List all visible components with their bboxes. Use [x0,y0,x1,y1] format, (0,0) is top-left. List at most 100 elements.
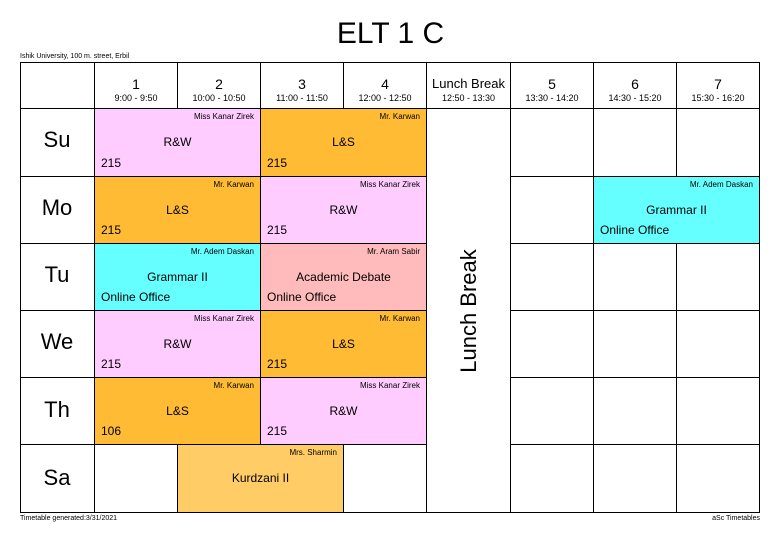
lesson-teacher: Mr. Adem Daskan [689,180,753,189]
generated-date: Timetable generated:3/31/2021 [20,515,118,522]
grid-line [260,62,261,513]
lesson-room: 215 [267,223,288,237]
lesson-subject: R&W [163,135,192,149]
period-number: 2 [215,76,223,92]
lesson-subject: L&S [166,203,189,217]
lesson-subject: Grammar II [147,270,208,284]
period-header-5: 5 13:30 - 14:20 [511,62,593,108]
day-label-th: Th [44,397,70,422]
period-number: 5 [548,76,556,92]
grid-line [510,176,760,177]
period-header-lunch: Lunch Break 12:50 - 13:30 [427,62,510,108]
lesson-cell[interactable]: Mr. Adem Daskan Grammar II Online Office [95,244,260,310]
lesson-room: 215 [267,357,288,371]
lesson-cell[interactable]: Mr. Adem Daskan Grammar II Online Office [594,177,759,243]
lesson-cell[interactable]: Mr. Karwan L&S 106 [95,378,260,444]
lesson-teacher: Mr. Karwan [379,112,420,121]
period-header-2: 2 10:00 - 10:50 [178,62,260,108]
lesson-cell[interactable]: Mr. Karwan L&S 215 [95,177,260,243]
grid-line [20,243,427,244]
lesson-teacher: Mr. Aram Sabir [367,247,420,256]
lesson-cell[interactable]: Mrs. Sharmin Kurdzani II [178,445,343,512]
grid-line [510,310,760,311]
lesson-subject: Grammar II [646,203,707,217]
period-time: 12:50 - 13:30 [441,93,496,103]
day-label-we: We [40,329,74,354]
period-time: 15:30 - 16:20 [691,93,745,103]
grid-line [20,62,21,513]
lesson-room: Online Office [101,290,171,304]
lesson-room: 215 [101,156,122,170]
day-label-su: Su [43,127,71,152]
period-time: 13:30 - 14:20 [525,93,579,103]
period-number: Lunch Break [432,76,505,91]
period-header-4: 4 12:00 - 12:50 [344,62,426,108]
timetable-title: ELT 1 C [336,17,445,50]
period-time: 10:00 - 10:50 [192,93,246,103]
grid-line [510,62,511,513]
lunch-break-label: Lunch Break [455,248,481,373]
day-label-sa: Sa [43,465,71,490]
period-time: 9:00 - 9:50 [114,93,158,103]
lesson-room: 215 [101,223,122,237]
lesson-room: 215 [267,424,288,438]
period-header-1: 1 9:00 - 9:50 [95,62,177,108]
period-number: 7 [714,76,722,92]
period-number: 3 [298,76,306,92]
lesson-room: 215 [101,357,122,371]
lesson-teacher: Mr. Adem Daskan [190,247,254,256]
period-time: 12:00 - 12:50 [358,93,412,103]
period-number: 6 [631,76,639,92]
period-time: 11:00 - 11:50 [276,93,328,103]
grid-line [20,62,760,63]
lesson-subject: R&W [329,404,358,418]
grid-line [676,62,677,513]
brand-label: aSc Timetables [712,515,760,522]
grid-line [20,310,427,311]
lesson-cell[interactable]: Mr. Karwan L&S 215 [261,311,426,377]
lesson-cell[interactable]: Miss Kanar Zirek R&W 215 [95,109,260,176]
period-time: 14:30 - 15:20 [608,93,662,103]
lesson-teacher: Mr. Karwan [379,314,420,323]
lesson-room: Online Office [267,290,337,304]
lesson-cell[interactable]: Miss Kanar Zirek R&W 215 [95,311,260,377]
lesson-cell[interactable]: Mr. Karwan L&S 215 [261,109,426,176]
period-header-6: 6 14:30 - 15:20 [594,62,676,108]
lesson-subject: L&S [166,404,189,418]
grid-line [593,62,594,513]
grid-line [20,176,427,177]
lesson-teacher: Miss Kanar Zirek [193,314,254,323]
grid-line [510,444,760,445]
lesson-room: 106 [101,424,122,438]
lesson-subject: R&W [163,337,192,351]
day-label-tu: Tu [44,262,70,287]
grid-line [20,512,760,513]
lesson-teacher: Mrs. Sharmin [289,448,337,457]
day-label-mo: Mo [41,195,73,220]
grid-line [426,62,427,513]
grid-line [20,444,427,445]
lesson-teacher: Miss Kanar Zirek [359,381,420,390]
lesson-room: 215 [267,156,288,170]
period-header-7: 7 15:30 - 16:20 [677,62,759,108]
institution-label: Ishik University, 100 m. street, Erbil [20,53,130,60]
lesson-cell[interactable]: Miss Kanar Zirek R&W 215 [261,177,426,243]
lesson-cell[interactable]: Mr. Aram Sabir Academic Debate Online Of… [261,244,426,310]
lesson-teacher: Mr. Karwan [213,180,254,189]
lesson-subject: L&S [332,135,355,149]
grid-line [510,377,760,378]
grid-line [20,377,427,378]
period-header-3: 3 11:00 - 11:50 [261,62,343,108]
grid-line [759,62,760,513]
lesson-teacher: Miss Kanar Zirek [359,180,420,189]
lesson-teacher: Miss Kanar Zirek [193,112,254,121]
lesson-subject: Academic Debate [296,270,391,284]
lesson-room: Online Office [600,223,670,237]
grid-line [510,243,760,244]
grid-line [20,108,760,109]
lesson-cell[interactable]: Miss Kanar Zirek R&W 215 [261,378,426,444]
lesson-subject: L&S [332,337,355,351]
lesson-subject: R&W [329,203,358,217]
period-number: 4 [381,76,389,92]
lesson-teacher: Mr. Karwan [213,381,254,390]
